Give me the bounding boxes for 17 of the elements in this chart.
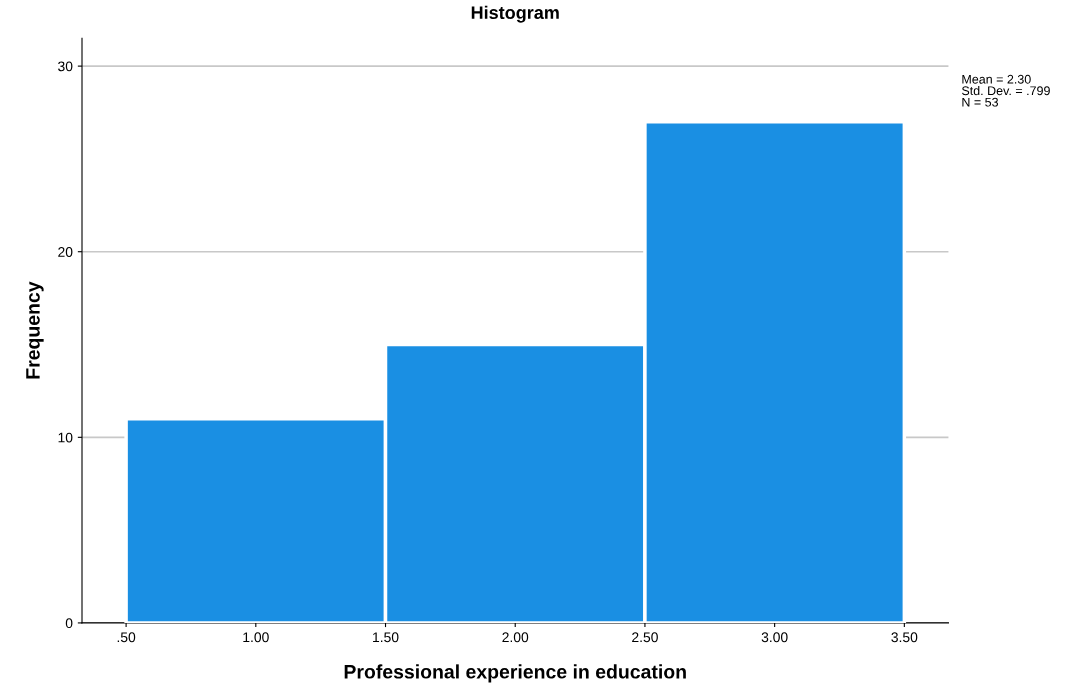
- x-tick-label: 1.00: [243, 632, 269, 643]
- x-tick-label: 2.00: [502, 632, 529, 643]
- x-tick-label: 1.50: [373, 632, 399, 643]
- x-tick-label: 3.00: [761, 632, 788, 643]
- y-axis-title: Frequency: [26, 281, 44, 379]
- y-tick-label: 20: [58, 247, 73, 257]
- text: N = 53: [962, 97, 999, 107]
- y-tick-label: 10: [58, 432, 73, 443]
- x-tick-label: .50: [117, 632, 136, 643]
- y-tick-label: 0: [65, 618, 73, 629]
- text: Mean = 2.30: [962, 74, 1031, 84]
- x-axis-title: Professional experience in education: [344, 664, 686, 683]
- chart-title: Histogram: [471, 5, 559, 23]
- x-tick-label: 2.50: [632, 632, 658, 643]
- text: Std. Dev. = .799: [961, 85, 1050, 96]
- x-tick-label: 3.50: [891, 632, 918, 643]
- y-tick-label: 30: [58, 61, 73, 72]
